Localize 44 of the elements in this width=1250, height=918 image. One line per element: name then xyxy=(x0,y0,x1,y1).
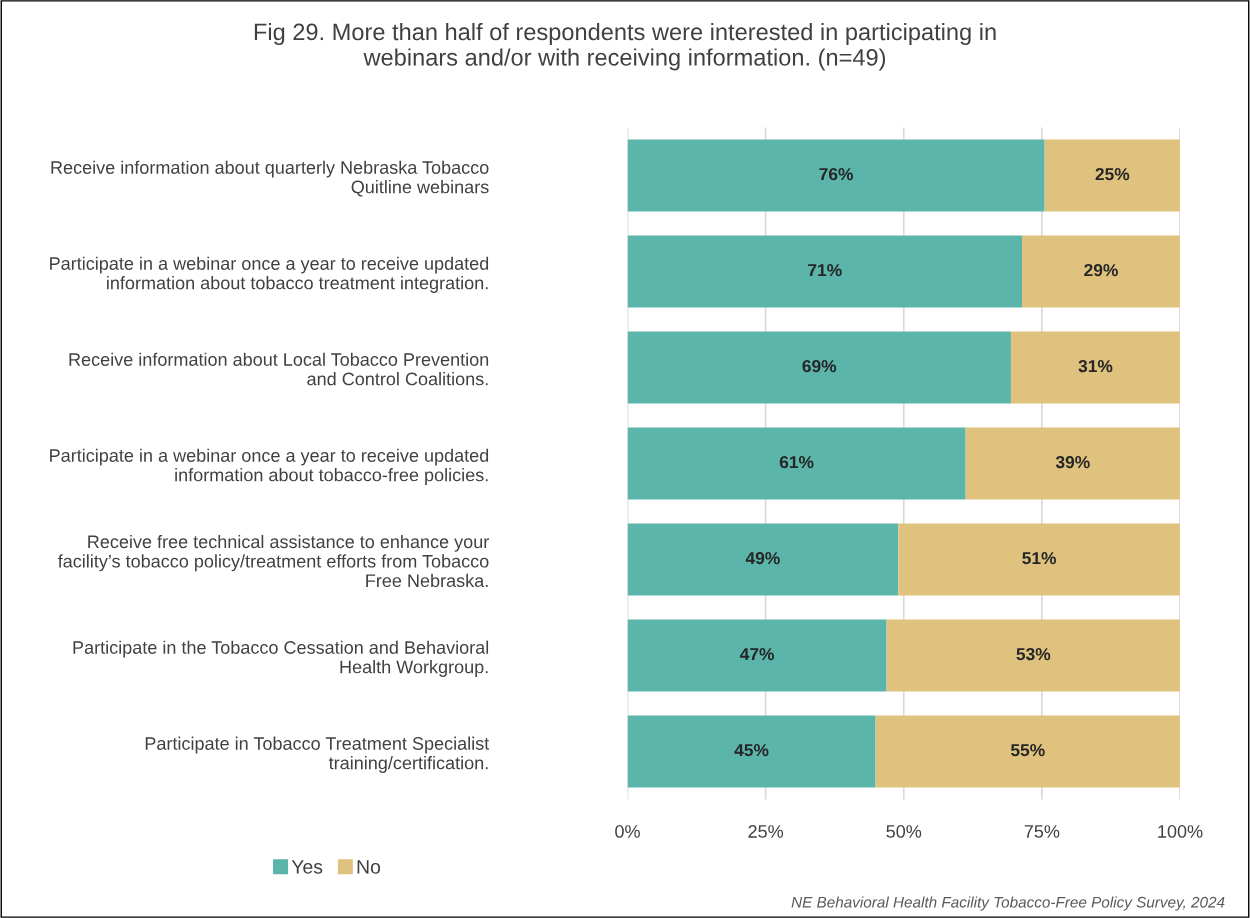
bar xyxy=(1044,139,1180,212)
y-tick-label: Participate in a webinar once a year to receive updated information about tobacco-free policies. xyxy=(50,448,489,485)
y-tick-label: Receive information about quarterly Nebraska Tobacco Quitline webinars xyxy=(51,160,489,197)
data-label: 45% xyxy=(734,743,769,757)
data-label: 61% xyxy=(779,455,814,469)
bar xyxy=(627,427,966,500)
data-label: 29% xyxy=(1084,263,1118,277)
bar xyxy=(875,715,1180,788)
chart-title: Fig 29. More than half of respondents were interested in participating in webinars and/or with receiving information. (n=49) xyxy=(254,22,996,71)
y-tick-label: Participate in a webinar once a year to receive updated information about tobacco treatment integration. xyxy=(50,256,489,293)
x-tick-label: 50% xyxy=(886,825,922,838)
bar xyxy=(627,331,1011,404)
x-tick-label: 0% xyxy=(615,825,640,838)
legend-label: No xyxy=(357,860,381,874)
y-tick-label: Receive information about Local Tobacco Prevention and Control Coalitions. xyxy=(69,352,489,386)
text: NE Behavioral Health Facility Tobacco-Free Policy Survey, 2024 xyxy=(791,896,1225,911)
legend-label: Yes xyxy=(291,860,323,874)
bar xyxy=(627,715,876,788)
x-tick-label: 25% xyxy=(748,825,784,838)
bar xyxy=(627,619,887,692)
data-label: 51% xyxy=(1022,552,1057,565)
data-label: 53% xyxy=(1016,647,1051,661)
bar xyxy=(1010,331,1180,404)
data-label: 69% xyxy=(802,359,837,373)
bar xyxy=(965,427,1180,500)
y-tick-label: Participate in the Tobacco Cessation and Behavioral Health Workgroup. xyxy=(73,640,489,677)
bar xyxy=(898,523,1180,596)
x-tick-label: 75% xyxy=(1024,825,1060,838)
y-tick-label: Receive free technical assistance to enhance your facility’s tobacco policy/treatment efforts from Tobacco Free Nebraska. xyxy=(57,534,489,588)
data-label: 31% xyxy=(1078,359,1113,373)
bar xyxy=(1021,235,1180,308)
data-label: 55% xyxy=(1010,743,1045,757)
x-tick-label: 100% xyxy=(1158,825,1203,838)
data-label: 76% xyxy=(819,167,853,181)
bar xyxy=(627,139,1045,212)
data-label: 47% xyxy=(739,647,774,661)
data-label: 49% xyxy=(745,551,780,565)
bar xyxy=(627,235,1022,308)
y-tick-label: Participate in Tobacco Treatment Specialist training/certification. xyxy=(145,736,490,773)
bar xyxy=(627,523,899,596)
data-label: 25% xyxy=(1095,167,1130,181)
data-label: 39% xyxy=(1055,455,1090,469)
bar xyxy=(886,619,1180,692)
data-label: 71% xyxy=(808,264,842,277)
